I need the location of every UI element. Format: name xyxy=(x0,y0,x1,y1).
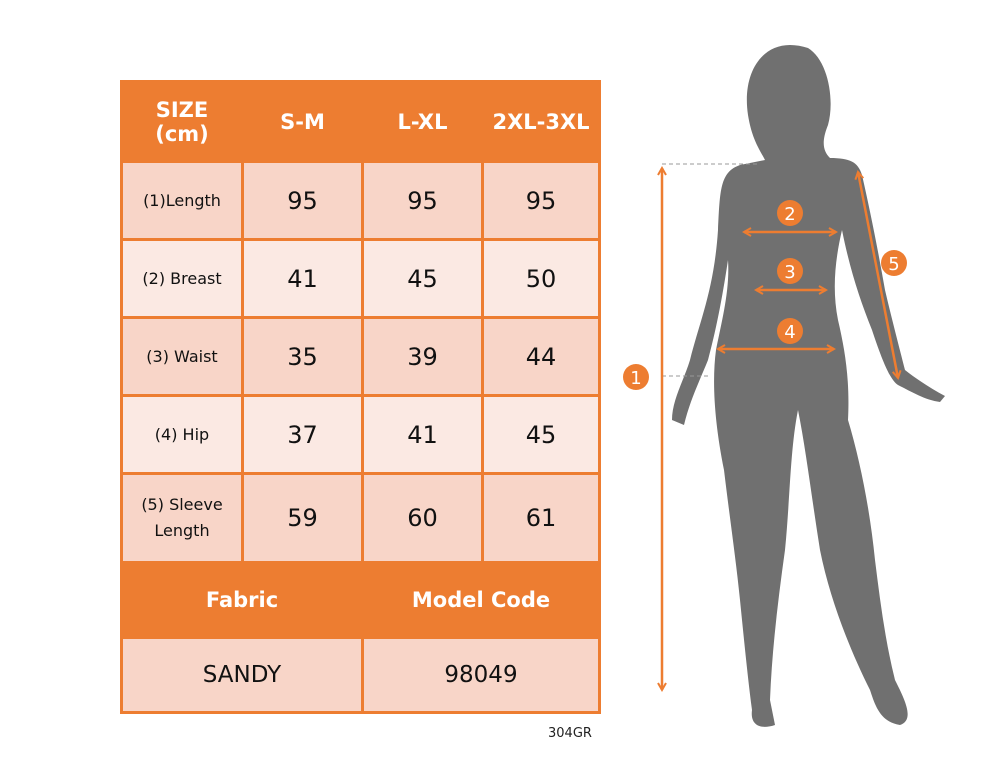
cell: 50 xyxy=(481,238,601,319)
fabric-value: SANDY xyxy=(120,636,364,714)
body-measurement-figure: 1 2 3 4 5 xyxy=(623,45,945,727)
svg-text:4: 4 xyxy=(784,322,795,343)
marker-1: 1 xyxy=(623,364,649,390)
info-value-row: SANDY 98049 xyxy=(120,636,601,714)
header-s-m: S-M xyxy=(241,80,364,163)
cell: 41 xyxy=(241,238,364,319)
cell: 37 xyxy=(241,394,364,475)
cell: 60 xyxy=(361,472,484,564)
cell: 95 xyxy=(481,160,601,241)
row-label: (1)Length xyxy=(120,160,244,241)
model-code-label: Model Code xyxy=(361,561,601,639)
table-row: (3) Waist 35 39 44 xyxy=(120,316,601,397)
header-2xl-3xl: 2XL-3XL xyxy=(481,80,601,163)
table-row: (2) Breast 41 45 50 xyxy=(120,238,601,319)
marker-3: 3 xyxy=(777,258,803,284)
table-row: (1)Length 95 95 95 xyxy=(120,160,601,241)
cell: 45 xyxy=(481,394,601,475)
table-row: (5) Sleeve Length 59 60 61 xyxy=(120,472,601,564)
fabric-label: Fabric xyxy=(120,561,364,639)
cell: 95 xyxy=(241,160,364,241)
row-label: (2) Breast xyxy=(120,238,244,319)
marker-2: 2 xyxy=(777,200,803,226)
model-code-value: 98049 xyxy=(361,636,601,714)
svg-text:2: 2 xyxy=(784,204,795,225)
size-chart-table: SIZE (cm) S-M L-XL 2XL-3XL (1)Length 95 9… xyxy=(120,80,601,714)
row-label: (3) Waist xyxy=(120,316,244,397)
svg-text:5: 5 xyxy=(888,254,899,275)
cell: 35 xyxy=(241,316,364,397)
header-row: SIZE (cm) S-M L-XL 2XL-3XL xyxy=(120,80,601,163)
table-row: (4) Hip 37 41 45 xyxy=(120,394,601,475)
product-code: 304GR xyxy=(548,726,592,741)
cell: 45 xyxy=(361,238,484,319)
cell: 44 xyxy=(481,316,601,397)
silhouette xyxy=(672,45,945,727)
row-label: (5) Sleeve Length xyxy=(120,472,244,564)
cell: 61 xyxy=(481,472,601,564)
row-label: (4) Hip xyxy=(120,394,244,475)
sleeve-arrow xyxy=(858,172,898,378)
guide-lines xyxy=(662,163,760,377)
cell: 59 xyxy=(241,472,364,564)
header-l-xl: L-XL xyxy=(361,80,484,163)
svg-text:3: 3 xyxy=(784,262,795,283)
info-header-row: Fabric Model Code xyxy=(120,561,601,639)
cell: 95 xyxy=(361,160,484,241)
svg-text:1: 1 xyxy=(630,368,641,389)
marker-5: 5 xyxy=(881,250,907,276)
cell: 39 xyxy=(361,316,484,397)
marker-4: 4 xyxy=(777,318,803,344)
cell: 41 xyxy=(361,394,484,475)
header-size: SIZE (cm) xyxy=(120,80,244,163)
